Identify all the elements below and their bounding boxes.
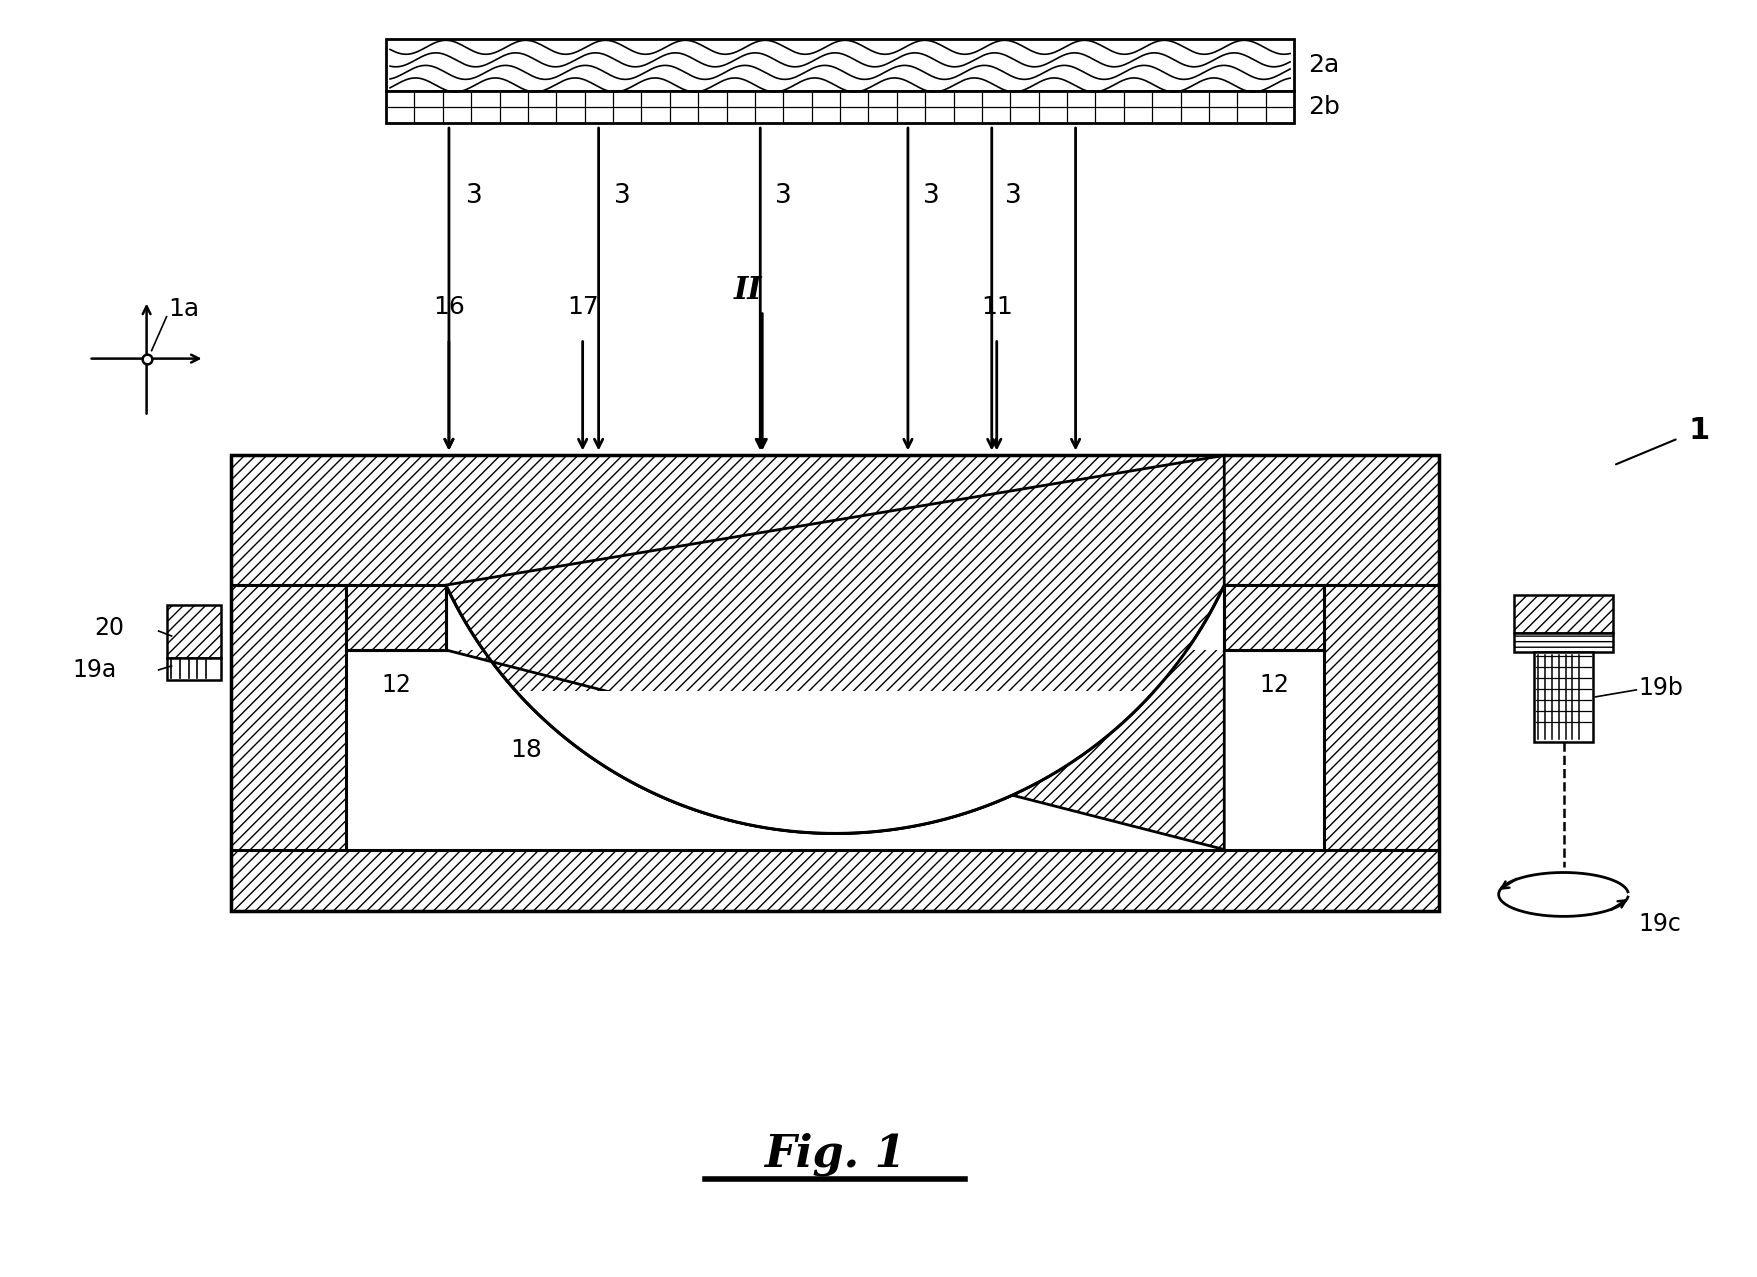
Text: 13: 13 [819,487,850,511]
Text: 1: 1 [1687,416,1708,444]
Text: 11: 11 [262,600,292,624]
Bar [1532,653,1592,742]
Bar [346,585,1323,849]
Bar [232,849,1437,912]
Text: 17: 17 [566,295,597,319]
Text: 16: 16 [432,295,464,319]
Text: 1a: 1a [169,296,200,321]
Text: 3: 3 [775,183,791,209]
Text: 11: 11 [980,295,1012,319]
Text: 20: 20 [95,616,125,640]
Text: Fig. 1: Fig. 1 [764,1133,905,1176]
Bar [346,585,446,650]
Text: 3: 3 [922,183,940,209]
Bar [1513,633,1613,653]
Text: 3: 3 [466,183,483,209]
Text: 14: 14 [791,799,819,824]
Bar [387,91,1293,123]
PathPatch shape [446,456,1223,834]
Text: 19b: 19b [1638,676,1681,700]
Bar [446,650,1223,849]
Bar [232,585,346,912]
Bar [1513,595,1613,633]
Text: 15: 15 [919,750,949,774]
Bar [1223,585,1323,650]
Text: 12: 12 [381,673,411,697]
Bar [167,658,221,679]
Bar [1323,585,1437,849]
Bar [167,605,221,658]
Text: 2b: 2b [1307,96,1339,119]
Bar [387,40,1293,91]
Bar [232,456,1437,585]
Text: 12: 12 [1258,673,1288,697]
Text: 3: 3 [1005,183,1021,209]
Text: 18: 18 [510,738,541,762]
Text: 2a: 2a [1307,54,1339,77]
Text: 19c: 19c [1638,912,1680,936]
Text: 3: 3 [613,183,631,209]
Text: 21: 21 [1249,605,1279,630]
Text: 19a: 19a [72,658,116,682]
Bar [232,456,1437,912]
Text: II: II [734,276,763,306]
